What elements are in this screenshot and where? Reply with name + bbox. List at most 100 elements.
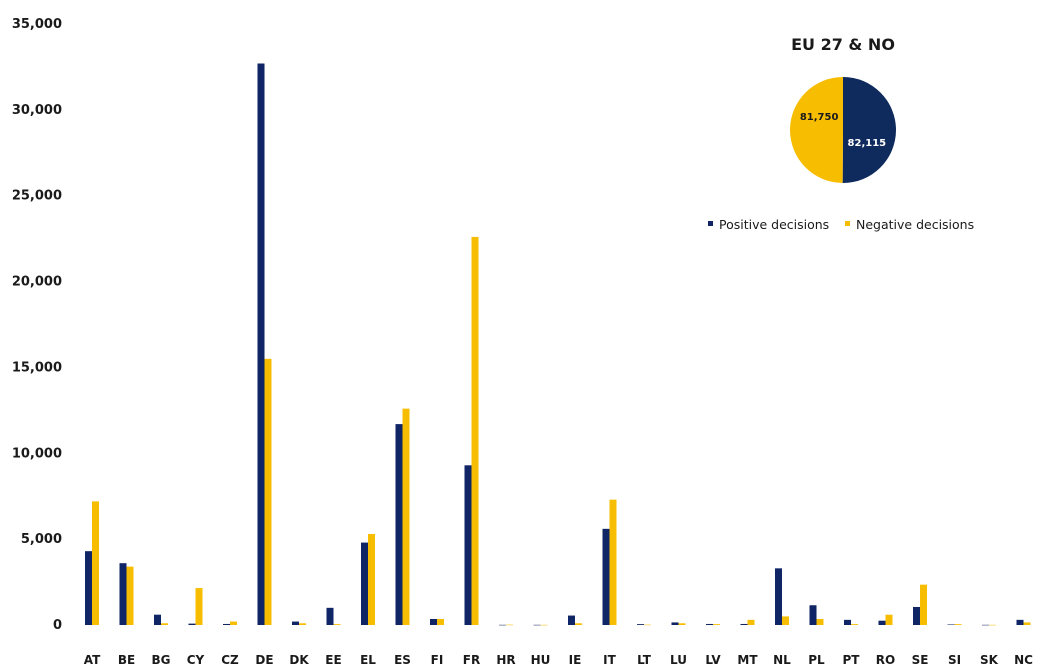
bar-hr-negative: [506, 624, 513, 626]
y-tick-label: 10,000: [12, 446, 62, 461]
bar-ee-positive: [326, 607, 334, 625]
bar-bg-negative: [161, 623, 168, 625]
x-tick-label: NC: [1014, 653, 1033, 666]
bar-at-positive: [85, 551, 92, 625]
pie-label-negative: 81,750: [800, 112, 839, 123]
bar-cz-negative: [230, 621, 237, 625]
bar-lu-positive: [671, 622, 679, 625]
bar-at-negative: [92, 501, 99, 625]
bar-mt-positive: [740, 623, 748, 625]
bar-si-positive: [947, 624, 955, 625]
bar-de-positive: [257, 63, 265, 626]
x-tick-label: ES: [394, 653, 411, 666]
y-tick-label: 15,000: [12, 360, 62, 375]
bar-el-positive: [361, 542, 368, 625]
bar-si-negative: [954, 624, 962, 625]
bar-fr-negative: [471, 236, 479, 625]
y-tick-label: 0: [53, 618, 62, 633]
bar-be-positive: [119, 563, 127, 625]
bar-lv-negative: [713, 624, 720, 625]
y-tick-label: 30,000: [12, 103, 62, 118]
x-tick-label: LV: [705, 653, 721, 666]
bar-nl-positive: [775, 568, 782, 625]
x-tick-label: AT: [84, 653, 101, 666]
y-axis: 0 5,000 10,000 15,000 20,000 25,000 30,000 35,0…: [12, 17, 62, 633]
legend-swatch-positive: [708, 221, 713, 226]
bar-fr-positive: [464, 465, 472, 625]
y-tick-label: 35,000: [12, 17, 62, 32]
bar-sk-positive: [982, 624, 989, 626]
bar-nl-negative: [782, 616, 789, 625]
bar-dk-negative: [299, 623, 306, 625]
bar-no-negative: [1023, 622, 1031, 625]
x-tick-label: DK: [289, 653, 309, 666]
bar-pl-positive: [809, 605, 817, 625]
bar-lt-positive: [637, 624, 644, 625]
x-tick-label: BE: [118, 653, 135, 666]
bar-area: [85, 63, 1031, 626]
bar-se-negative: [920, 584, 927, 625]
x-tick-label: CZ: [221, 653, 239, 666]
x-tick-label: RO: [876, 653, 895, 666]
bar-pl-negative: [816, 618, 824, 625]
bar-pt-positive: [844, 619, 851, 625]
bar-es-positive: [395, 424, 403, 625]
bar-ie-negative: [575, 623, 582, 625]
legend: Positive decisions Negative decisions: [708, 217, 974, 232]
bar-el-negative: [368, 533, 375, 625]
pie-chart: 82,115 81,750: [790, 77, 897, 184]
legend-label-negative: Negative decisions: [856, 217, 974, 232]
pie-slice-positive: [842, 77, 897, 184]
bar-es-negative: [402, 408, 410, 625]
x-tick-label: EL: [360, 653, 376, 666]
bar-cz-positive: [223, 623, 230, 625]
bar-cy-positive: [188, 623, 196, 625]
bar-de-negative: [264, 358, 272, 625]
bar-ie-positive: [568, 615, 575, 625]
x-tick-label: HU: [531, 653, 551, 666]
bar-se-positive: [913, 606, 920, 625]
x-tick-label: HR: [496, 653, 515, 666]
x-tick-label: MT: [737, 653, 758, 666]
bar-hr-positive: [499, 624, 506, 626]
bar-dk-positive: [292, 621, 299, 625]
bar-ee-negative: [333, 624, 341, 625]
bar-it-negative: [609, 499, 617, 625]
legend-swatch-negative: [845, 221, 850, 226]
x-tick-label: SE: [912, 653, 929, 666]
x-tick-label: SK: [980, 653, 999, 666]
x-tick-label: FR: [463, 653, 480, 666]
x-tick-label: BG: [152, 653, 171, 666]
bar-fi-positive: [430, 618, 437, 625]
bar-ro-negative: [885, 614, 893, 625]
x-tick-label: PT: [843, 653, 861, 666]
y-tick-label: 5,000: [21, 532, 62, 547]
x-tick-label: PL: [808, 653, 825, 666]
y-tick-label: 25,000: [12, 189, 62, 204]
pie-label-positive: 82,115: [848, 138, 887, 149]
bar-be-negative: [126, 566, 134, 625]
x-tick-label: IT: [603, 653, 616, 666]
bar-it-positive: [602, 528, 610, 625]
x-tick-label: NL: [773, 653, 791, 666]
x-tick-label: SI: [948, 653, 961, 666]
x-tick-label: DE: [255, 653, 273, 666]
x-tick-label: LU: [670, 653, 687, 666]
bar-hu-positive: [533, 624, 541, 626]
x-tick-label: FI: [431, 653, 444, 666]
bar-ro-positive: [878, 620, 886, 625]
x-tick-label: EE: [325, 653, 341, 666]
pie-title: EU 27 & NO: [791, 35, 895, 54]
x-tick-label: LT: [637, 653, 652, 666]
bar-mt-negative: [747, 619, 755, 625]
x-tick-label: CY: [187, 653, 205, 666]
bar-pt-negative: [851, 624, 858, 625]
bar-bg-positive: [154, 614, 161, 625]
legend-label-positive: Positive decisions: [719, 217, 829, 232]
bar-sk-negative: [989, 624, 996, 626]
bar-lt-negative: [644, 624, 651, 626]
bar-fi-negative: [437, 618, 444, 625]
bar-lv-positive: [706, 623, 713, 625]
bar-hu-negative: [540, 624, 548, 626]
